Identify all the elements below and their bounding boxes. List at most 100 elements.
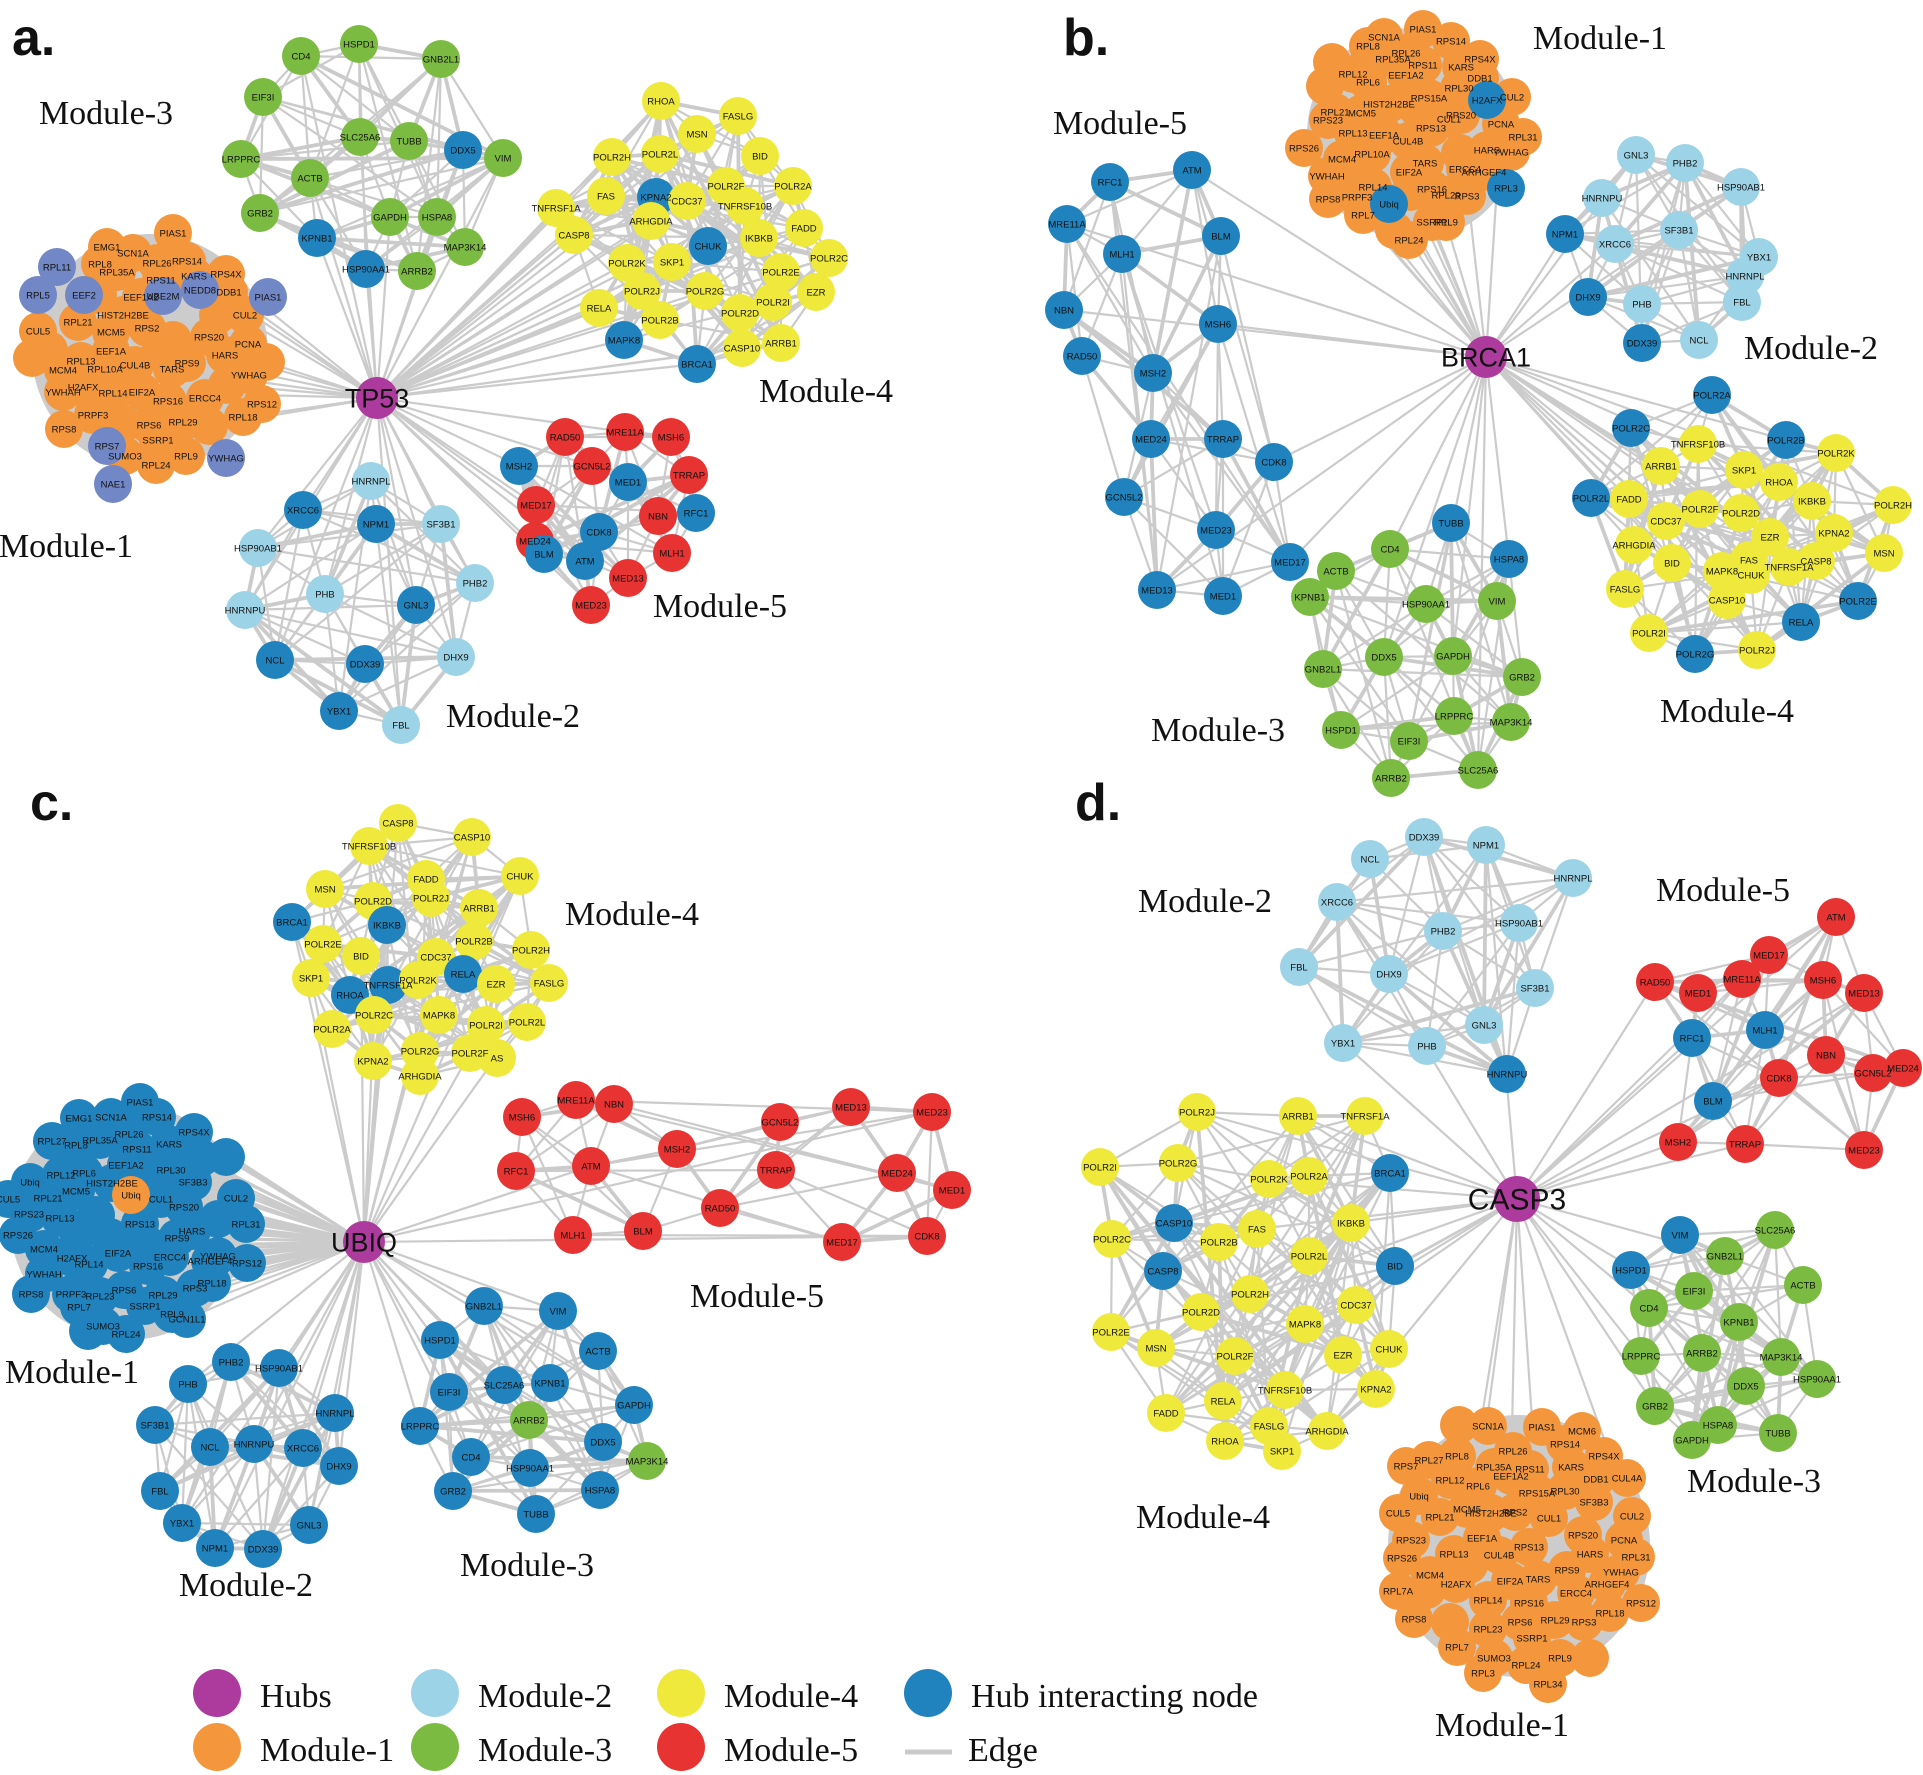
svg-text:POLR2G: POLR2G (1159, 1158, 1198, 1169)
svg-text:PIAS1: PIAS1 (160, 228, 187, 239)
svg-text:Module-4: Module-4 (724, 1678, 858, 1715)
svg-text:CASP8: CASP8 (558, 230, 589, 241)
svg-text:DDX5: DDX5 (450, 145, 475, 156)
svg-text:POLR2E: POLR2E (1092, 1327, 1130, 1338)
svg-text:DDX5: DDX5 (590, 1437, 615, 1448)
svg-text:PCNA: PCNA (1611, 1535, 1638, 1546)
svg-text:RPS4X: RPS4X (1464, 54, 1496, 65)
svg-text:DDX39: DDX39 (248, 1544, 279, 1555)
svg-text:PRPF3: PRPF3 (78, 410, 109, 421)
svg-text:TNFRSF10B: TNFRSF10B (342, 841, 396, 852)
svg-text:MSN: MSN (1873, 548, 1894, 559)
svg-text:TARS: TARS (160, 364, 185, 375)
svg-text:HSPA8: HSPA8 (1494, 554, 1524, 565)
svg-text:Module-4: Module-4 (759, 373, 893, 410)
svg-text:MED17: MED17 (520, 500, 552, 511)
svg-text:EMG1: EMG1 (94, 242, 121, 253)
svg-text:RPS3: RPS3 (1572, 1617, 1597, 1628)
svg-text:GCN1L1: GCN1L1 (169, 1314, 206, 1325)
svg-text:GAPDH: GAPDH (617, 1400, 651, 1411)
svg-text:POLR2F: POLR2F (1682, 504, 1719, 515)
svg-text:CD4: CD4 (291, 51, 310, 62)
svg-text:RHOA: RHOA (1211, 1436, 1239, 1447)
svg-text:ACTB: ACTB (1323, 566, 1348, 577)
svg-text:LRPPRC: LRPPRC (401, 1421, 440, 1432)
svg-text:RPS8: RPS8 (1316, 194, 1341, 205)
svg-text:LRPPRC: LRPPRC (1622, 1351, 1661, 1362)
svg-text:MED13: MED13 (835, 1102, 867, 1113)
svg-text:RPS12: RPS12 (1626, 1598, 1656, 1609)
svg-text:EIF2A: EIF2A (1396, 167, 1423, 178)
svg-text:MSH2: MSH2 (664, 1144, 690, 1155)
svg-text:YWHAG: YWHAG (1493, 147, 1529, 158)
svg-text:CASP10: CASP10 (1709, 595, 1745, 606)
svg-text:GRB2: GRB2 (440, 1486, 466, 1497)
svg-text:ATM: ATM (575, 556, 594, 567)
svg-text:GRB2: GRB2 (247, 208, 273, 219)
svg-text:RHOA: RHOA (647, 96, 675, 107)
svg-text:XRCC6: XRCC6 (287, 505, 319, 516)
svg-text:RPL7: RPL7 (67, 1302, 91, 1313)
svg-text:RPS9: RPS9 (175, 358, 200, 369)
svg-text:SF3B1: SF3B1 (1664, 225, 1693, 236)
svg-text:RPL7: RPL7 (1351, 210, 1375, 221)
svg-text:ACTB: ACTB (297, 173, 322, 184)
svg-text:HIST2H2BE: HIST2H2BE (86, 1178, 138, 1189)
svg-text:RPS3: RPS3 (183, 1283, 208, 1294)
svg-text:POLR2C: POLR2C (810, 253, 848, 264)
svg-text:MED23: MED23 (1848, 1145, 1880, 1156)
svg-text:MSH2: MSH2 (1140, 368, 1166, 379)
svg-text:SF3B3: SF3B3 (178, 1177, 207, 1188)
svg-text:RPL26: RPL26 (1498, 1446, 1527, 1457)
svg-text:PHB: PHB (1417, 1041, 1437, 1052)
svg-text:PRPF3: PRPF3 (56, 1289, 87, 1300)
svg-text:CDK8: CDK8 (1766, 1073, 1791, 1084)
svg-text:RPS4X: RPS4X (210, 269, 242, 280)
svg-text:RPL26: RPL26 (1391, 48, 1420, 59)
svg-text:POLR2C: POLR2C (355, 1010, 393, 1021)
svg-text:RPS14: RPS14 (172, 256, 202, 267)
svg-text:Module-1: Module-1 (1533, 20, 1667, 57)
svg-text:NAE1: NAE1 (101, 479, 126, 490)
svg-text:MED24: MED24 (1887, 1063, 1919, 1074)
svg-text:EIF2A: EIF2A (1497, 1576, 1524, 1587)
svg-text:NCL: NCL (200, 1442, 219, 1453)
svg-text:RPS23: RPS23 (14, 1209, 44, 1220)
svg-text:POLR2H: POLR2H (593, 152, 631, 163)
svg-text:RPS7: RPS7 (1394, 1461, 1419, 1472)
svg-text:RFC1: RFC1 (1098, 177, 1123, 188)
svg-text:PHB: PHB (1632, 299, 1652, 310)
svg-text:FASLG: FASLG (1254, 1421, 1285, 1432)
svg-text:CUL4A: CUL4A (1612, 1473, 1643, 1484)
svg-text:CDC37: CDC37 (1650, 516, 1681, 527)
svg-text:Module-5: Module-5 (690, 1278, 824, 1315)
svg-text:DHX9: DHX9 (326, 1461, 351, 1472)
svg-text:ERCC4: ERCC4 (1449, 164, 1481, 175)
svg-text:MSH2: MSH2 (1665, 1137, 1691, 1148)
svg-text:MED17: MED17 (1274, 557, 1306, 568)
svg-text:RPL5: RPL5 (26, 290, 50, 301)
svg-text:ARRB1: ARRB1 (463, 903, 495, 914)
svg-text:RPS6: RPS6 (112, 1285, 137, 1296)
svg-text:RPL21: RPL21 (1320, 107, 1349, 118)
svg-text:TNFRSF1A: TNFRSF1A (531, 203, 581, 214)
svg-text:RPL14: RPL14 (74, 1259, 103, 1270)
svg-text:RPL6: RPL6 (1466, 1481, 1490, 1492)
svg-text:RPS9: RPS9 (165, 1233, 190, 1244)
svg-text:BID: BID (752, 151, 768, 162)
svg-text:PHB2: PHB2 (1673, 158, 1698, 169)
svg-text:ARRB2: ARRB2 (1686, 1348, 1718, 1359)
svg-text:RPL31: RPL31 (1508, 132, 1537, 143)
svg-text:XRCC6: XRCC6 (287, 1443, 319, 1454)
svg-text:RPS14: RPS14 (1436, 36, 1466, 47)
svg-text:RPL24: RPL24 (141, 460, 170, 471)
svg-text:NPM1: NPM1 (1552, 229, 1578, 240)
svg-text:MED1: MED1 (615, 477, 641, 488)
svg-text:RPL7: RPL7 (1445, 1642, 1469, 1653)
svg-text:RPL30: RPL30 (156, 1165, 185, 1176)
svg-text:HSPD1: HSPD1 (343, 39, 375, 50)
svg-text:HSP90AA1: HSP90AA1 (1402, 599, 1450, 610)
svg-text:SF3B1: SF3B1 (140, 1420, 169, 1431)
svg-text:EZR: EZR (1334, 1350, 1353, 1361)
svg-text:NBN: NBN (1816, 1050, 1836, 1061)
